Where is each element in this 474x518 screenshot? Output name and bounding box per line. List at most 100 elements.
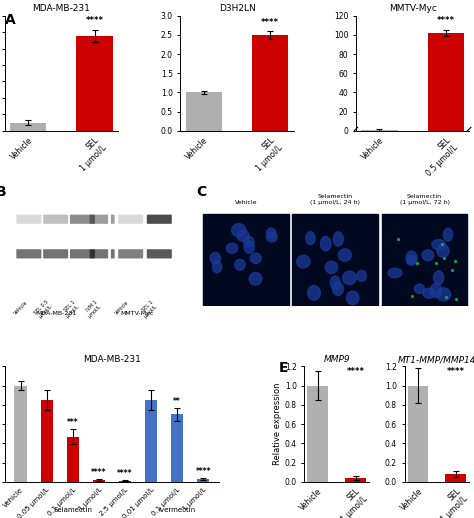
Title: MT1-MMP/MMP14: MT1-MMP/MMP14: [398, 355, 474, 364]
Bar: [10, 123, 46, 131]
Ellipse shape: [244, 241, 255, 253]
FancyBboxPatch shape: [90, 249, 115, 258]
Text: E: E: [279, 361, 288, 375]
FancyBboxPatch shape: [70, 214, 95, 224]
Ellipse shape: [212, 261, 222, 273]
Bar: [76, 36, 113, 131]
Ellipse shape: [423, 288, 435, 298]
Bar: [197, 479, 210, 482]
Ellipse shape: [437, 288, 451, 301]
Ellipse shape: [232, 224, 246, 237]
Text: ****: ****: [195, 467, 211, 476]
Ellipse shape: [432, 239, 446, 250]
Bar: [171, 414, 183, 482]
FancyBboxPatch shape: [147, 214, 172, 224]
Ellipse shape: [227, 243, 237, 253]
FancyBboxPatch shape: [118, 249, 143, 258]
Ellipse shape: [338, 249, 352, 261]
Ellipse shape: [266, 228, 276, 238]
Bar: [345, 478, 366, 482]
Ellipse shape: [357, 270, 366, 281]
Text: MMTV-Myc: MMTV-Myc: [120, 311, 154, 316]
Bar: [252, 35, 289, 131]
Ellipse shape: [333, 282, 344, 295]
Bar: [307, 385, 328, 482]
FancyBboxPatch shape: [147, 249, 172, 258]
Title: MDA-MB-231: MDA-MB-231: [83, 355, 141, 364]
Ellipse shape: [244, 237, 254, 247]
Text: Vehicle: Vehicle: [114, 299, 130, 315]
Bar: [185, 93, 222, 131]
Ellipse shape: [297, 255, 310, 268]
FancyBboxPatch shape: [43, 249, 68, 258]
Ellipse shape: [333, 232, 343, 246]
Ellipse shape: [330, 276, 340, 290]
Bar: [446, 474, 466, 482]
Bar: [408, 385, 428, 482]
Bar: [382, 214, 467, 306]
Text: ****: ****: [91, 468, 107, 477]
FancyBboxPatch shape: [90, 214, 115, 224]
Text: Selamectin: Selamectin: [53, 507, 92, 513]
Ellipse shape: [249, 272, 262, 285]
Y-axis label: Relative expression: Relative expression: [273, 383, 282, 465]
Bar: [67, 437, 79, 482]
Bar: [119, 481, 131, 482]
Text: Selamectin
(1 μmol/L, 24 h): Selamectin (1 μmol/L, 24 h): [310, 194, 360, 205]
Text: SEL 0.5
μmol/L: SEL 0.5 μmol/L: [33, 299, 54, 320]
Title: MMP9: MMP9: [323, 355, 350, 364]
Title: MMTV-Myc: MMTV-Myc: [389, 4, 437, 13]
Text: IVM 1
μmol/L: IVM 1 μmol/L: [82, 299, 102, 319]
Bar: [145, 400, 157, 482]
Text: ***: ***: [67, 418, 79, 427]
Ellipse shape: [325, 261, 337, 274]
Ellipse shape: [235, 260, 245, 270]
Text: ****: ****: [437, 16, 455, 25]
Bar: [93, 480, 105, 482]
Bar: [361, 130, 398, 131]
Title: MDA-MB-231: MDA-MB-231: [32, 4, 91, 13]
Text: Selamectin
(1 μmol/L, 72 h): Selamectin (1 μmol/L, 72 h): [400, 194, 450, 205]
Bar: [203, 214, 289, 306]
Ellipse shape: [237, 231, 249, 241]
Text: Vehicle: Vehicle: [13, 299, 29, 315]
Text: SEL 1
μmol/L: SEL 1 μmol/L: [61, 299, 81, 319]
Ellipse shape: [406, 255, 416, 265]
Bar: [41, 400, 53, 482]
Text: **: **: [173, 397, 181, 406]
Ellipse shape: [250, 253, 261, 264]
Ellipse shape: [346, 291, 359, 305]
Text: ****: ****: [117, 469, 133, 479]
Ellipse shape: [320, 237, 331, 251]
Ellipse shape: [306, 232, 315, 244]
Text: ****: ****: [86, 17, 104, 25]
Ellipse shape: [434, 271, 444, 285]
Text: SEL 1
μmol/L: SEL 1 μmol/L: [139, 299, 158, 319]
Bar: [292, 214, 378, 306]
Ellipse shape: [443, 228, 453, 241]
Ellipse shape: [388, 268, 402, 278]
Text: C: C: [196, 185, 206, 199]
Ellipse shape: [406, 251, 417, 265]
Ellipse shape: [210, 252, 220, 264]
FancyBboxPatch shape: [16, 249, 41, 258]
Ellipse shape: [266, 232, 277, 242]
Bar: [15, 385, 27, 482]
Text: ****: ****: [261, 18, 279, 27]
Ellipse shape: [343, 271, 356, 284]
Text: Vehicle: Vehicle: [235, 200, 257, 205]
Title: D3H2LN: D3H2LN: [219, 4, 255, 13]
Ellipse shape: [414, 284, 424, 294]
Ellipse shape: [430, 283, 442, 298]
Bar: [428, 33, 464, 131]
FancyBboxPatch shape: [70, 249, 95, 258]
FancyBboxPatch shape: [43, 214, 68, 224]
Text: ****: ****: [447, 367, 465, 376]
Text: ****: ****: [346, 367, 365, 376]
Text: MDA-MB-231: MDA-MB-231: [36, 311, 77, 316]
Text: Ivermectin: Ivermectin: [158, 507, 196, 513]
FancyBboxPatch shape: [118, 214, 143, 224]
Ellipse shape: [437, 244, 449, 257]
Ellipse shape: [422, 250, 434, 261]
Text: A: A: [5, 13, 16, 27]
